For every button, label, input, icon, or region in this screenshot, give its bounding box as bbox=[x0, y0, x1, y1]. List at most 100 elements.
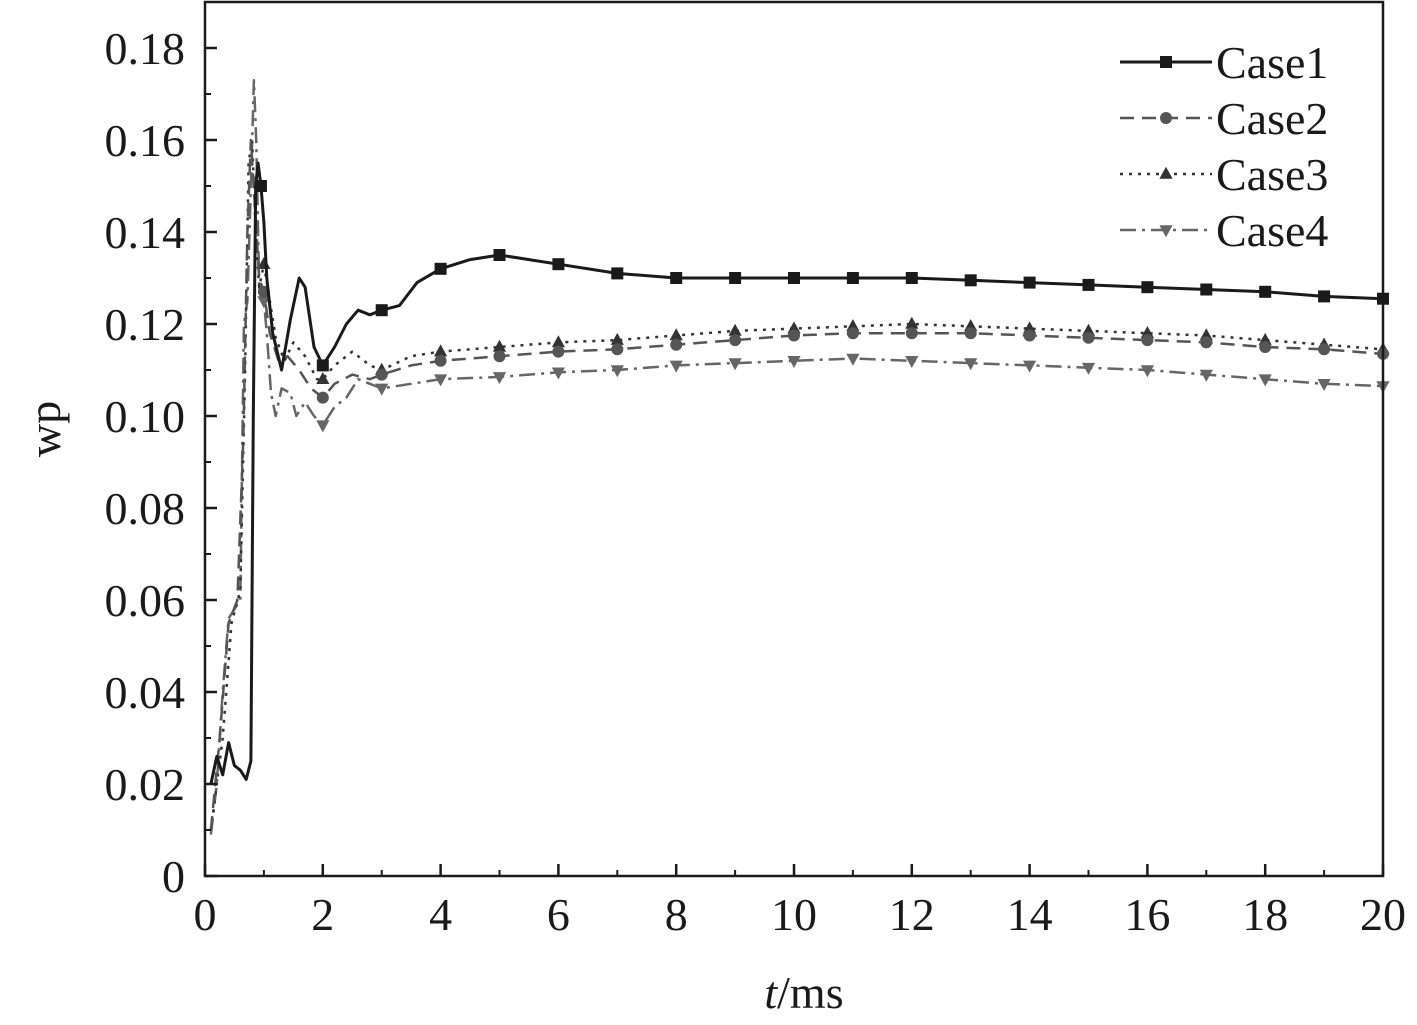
data-point-marker bbox=[669, 360, 683, 373]
data-point-marker bbox=[1258, 374, 1272, 387]
legend-item-case1: Case1 bbox=[1120, 37, 1328, 88]
y-tick-label: 0 bbox=[162, 851, 185, 902]
x-tick-label: 12 bbox=[889, 889, 935, 940]
data-point-marker bbox=[1318, 290, 1331, 303]
y-axis: 0 0.02 0.04 0.06 0.08 0.10 0.12 0.14 0.16 0.18 bbox=[105, 1, 217, 902]
y-tick-label: 0.08 bbox=[105, 483, 186, 534]
data-point-marker bbox=[257, 296, 271, 309]
data-point-marker bbox=[611, 267, 624, 280]
series-case3 bbox=[209, 138, 1390, 831]
data-point-marker bbox=[1023, 276, 1036, 289]
data-point-marker bbox=[1082, 331, 1095, 344]
data-point-marker bbox=[846, 353, 860, 366]
data-point-marker bbox=[1140, 365, 1154, 378]
x-axis-label: t/ms bbox=[764, 967, 843, 1018]
y-tick-label: 0.06 bbox=[105, 575, 186, 626]
data-point-marker bbox=[1199, 328, 1213, 341]
legend-label: Case1 bbox=[1216, 37, 1328, 88]
legend-marker bbox=[1160, 56, 1172, 68]
series-line bbox=[209, 161, 1384, 785]
x-tick-label: 0 bbox=[194, 889, 217, 940]
series-line bbox=[209, 78, 1384, 835]
data-point-marker bbox=[964, 358, 978, 371]
data-point-marker bbox=[1317, 379, 1331, 391]
legend-item-case4: Case4 bbox=[1120, 205, 1328, 256]
data-point-marker bbox=[1141, 334, 1154, 347]
y-tick-label: 0.04 bbox=[105, 667, 186, 718]
x-tick-label: 16 bbox=[1124, 889, 1170, 940]
data-point-marker bbox=[728, 358, 742, 371]
legend-label: Case4 bbox=[1216, 205, 1328, 256]
data-point-marker bbox=[254, 180, 267, 192]
data-point-marker bbox=[964, 319, 978, 332]
data-point-marker bbox=[905, 272, 918, 284]
series-layer bbox=[209, 78, 1390, 835]
plot-area bbox=[203, 0, 1390, 878]
data-point-marker bbox=[493, 350, 506, 363]
data-point-marker bbox=[846, 327, 859, 340]
data-point-marker bbox=[729, 334, 742, 347]
data-point-marker bbox=[316, 372, 330, 384]
data-point-marker bbox=[1023, 360, 1037, 373]
data-point-marker bbox=[964, 327, 977, 340]
data-point-marker bbox=[610, 365, 624, 378]
y-tick-label: 0.18 bbox=[105, 23, 186, 74]
data-point-marker bbox=[1318, 343, 1331, 356]
data-point-marker bbox=[552, 345, 565, 358]
data-point-marker bbox=[375, 304, 388, 317]
legend-item-case2: Case2 bbox=[1120, 93, 1328, 144]
legend-marker bbox=[1159, 166, 1173, 179]
data-point-marker bbox=[1081, 362, 1096, 375]
data-point-marker bbox=[434, 344, 448, 357]
legend-marker bbox=[1160, 112, 1172, 124]
data-point-marker bbox=[493, 249, 506, 261]
data-point-marker bbox=[316, 391, 329, 404]
data-point-marker bbox=[1141, 281, 1154, 294]
series-line bbox=[209, 138, 1384, 831]
x-tick-label: 6 bbox=[547, 889, 570, 940]
data-point-marker bbox=[611, 343, 624, 356]
x-axis: 0 2 4 6 8 10 12 14 16 18 20 bbox=[194, 864, 1406, 940]
legend-label: Case3 bbox=[1216, 149, 1328, 200]
x-axis-label-italic: t bbox=[764, 967, 778, 1018]
series-case4 bbox=[209, 78, 1390, 835]
x-tick-label: 10 bbox=[771, 889, 817, 940]
y-axis-label: wp bbox=[19, 401, 70, 457]
data-point-marker bbox=[434, 374, 448, 387]
x-tick-label: 14 bbox=[1007, 889, 1053, 940]
data-point-marker bbox=[846, 319, 860, 332]
data-point-marker bbox=[1258, 332, 1272, 345]
data-point-marker bbox=[964, 274, 977, 287]
y-tick-label: 0.16 bbox=[105, 115, 186, 166]
data-point-marker bbox=[610, 332, 624, 345]
series-case2 bbox=[209, 138, 1389, 831]
data-point-marker bbox=[905, 327, 918, 340]
data-point-marker bbox=[728, 323, 742, 336]
data-point-marker bbox=[670, 272, 683, 284]
y-tick-label: 0.12 bbox=[105, 299, 186, 350]
y-tick-label: 0.10 bbox=[105, 391, 186, 442]
x-axis-label-unit: /ms bbox=[777, 967, 843, 1018]
data-point-marker bbox=[434, 262, 447, 275]
data-point-marker bbox=[1259, 341, 1272, 353]
data-point-marker bbox=[316, 359, 329, 372]
series-line bbox=[209, 138, 1384, 831]
data-point-marker bbox=[905, 356, 919, 368]
data-point-marker bbox=[905, 316, 919, 329]
x-tick-label: 18 bbox=[1242, 889, 1288, 940]
data-point-marker bbox=[375, 383, 389, 396]
y-tick-label: 0.14 bbox=[105, 207, 186, 258]
series-case1 bbox=[209, 161, 1389, 785]
data-point-marker bbox=[375, 368, 388, 381]
data-point-marker bbox=[846, 272, 859, 284]
data-point-marker bbox=[551, 367, 565, 380]
data-point-marker bbox=[552, 258, 565, 271]
x-tick-label: 20 bbox=[1360, 889, 1406, 940]
data-point-marker bbox=[669, 328, 683, 341]
data-point-marker bbox=[551, 335, 565, 348]
data-point-marker bbox=[316, 420, 330, 433]
data-point-marker bbox=[1259, 285, 1272, 298]
data-point-marker bbox=[787, 321, 801, 334]
data-point-marker bbox=[729, 272, 742, 284]
data-point-marker bbox=[1081, 323, 1096, 336]
